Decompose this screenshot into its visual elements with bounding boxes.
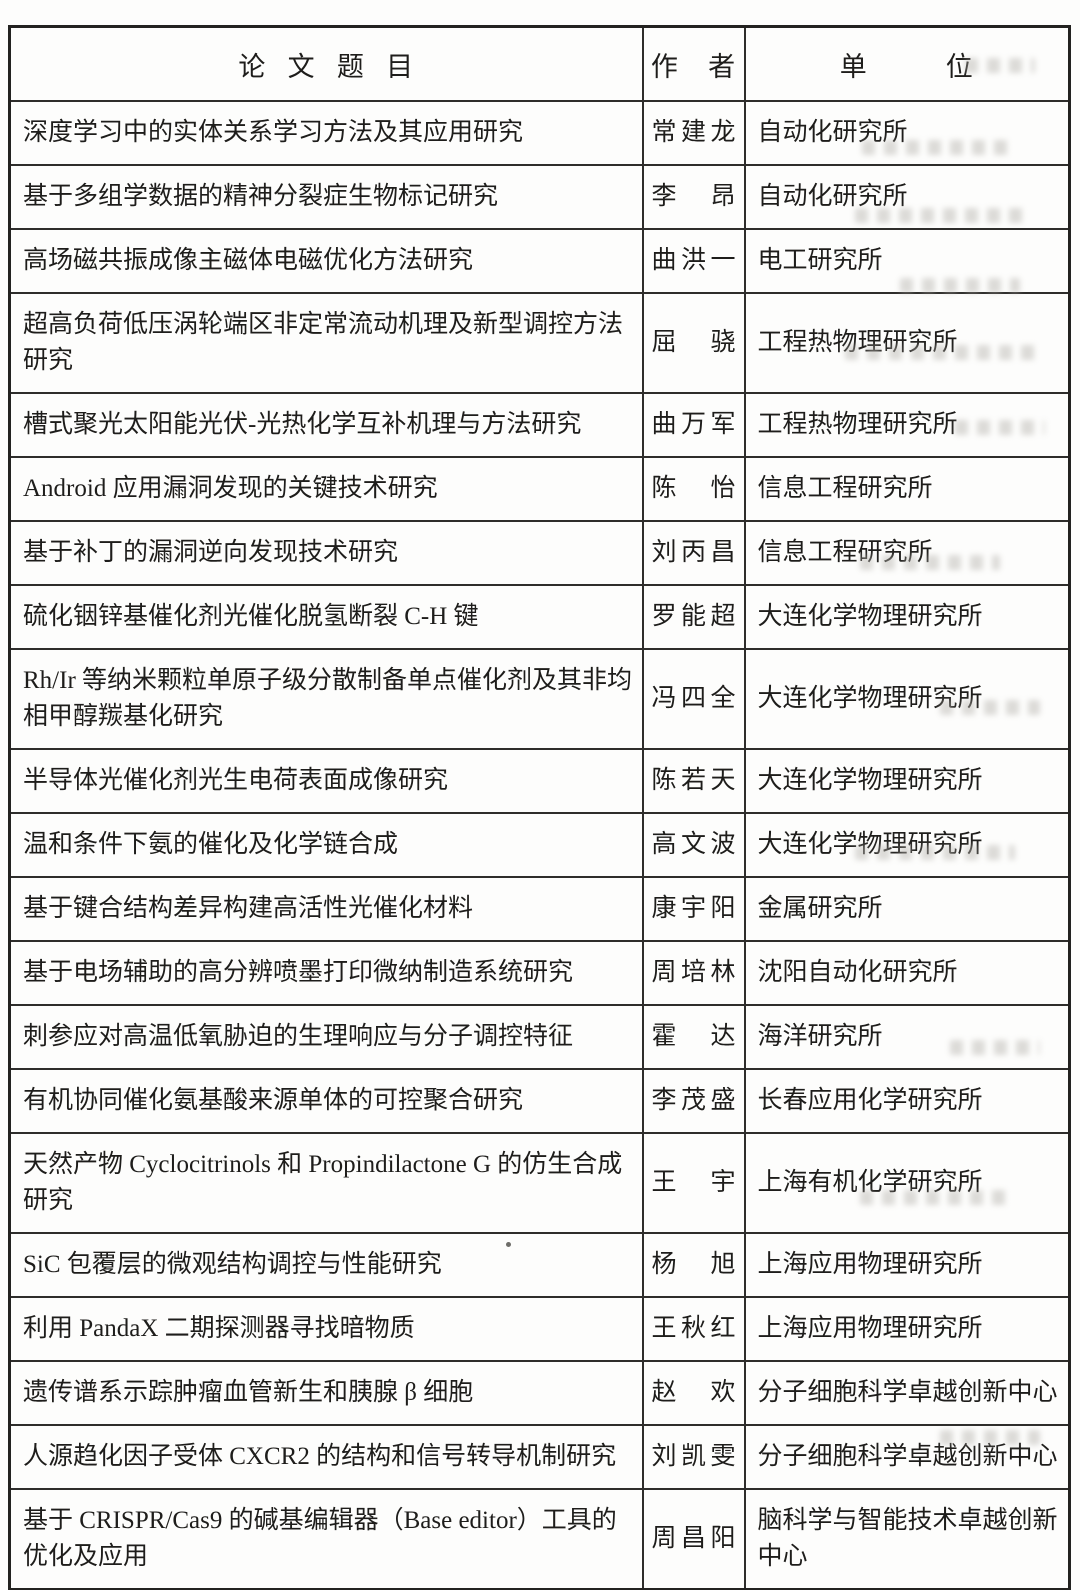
- paper-title-cell: 刺参应对高温低氧胁迫的生理响应与分子调控特征: [8, 1004, 644, 1070]
- author-cell: 曲万军: [641, 392, 746, 458]
- papers-table: 论 文 题 目 作 者 单 位 深度学习中的实体关系学习方法及其应用研究 常建龙自…: [8, 25, 1071, 1590]
- table-row: 刺参应对高温低氧胁迫的生理响应与分子调控特征霍 达海洋研究所: [8, 1004, 1071, 1070]
- paper-title-cell: 超高负荷低压涡轮端区非定常流动机理及新型调控方法研究: [8, 292, 644, 394]
- paper-title-cell: 高场磁共振成像主磁体电磁优化方法研究: [8, 228, 644, 294]
- unit-cell: 沈阳自动化研究所: [743, 940, 1071, 1006]
- table-row: 基于 CRISPR/Cas9 的碱基编辑器（Base editor）工具的优化及…: [8, 1488, 1071, 1590]
- author-cell: 杨 旭: [641, 1232, 746, 1298]
- author-cell: 冯四全: [641, 648, 746, 750]
- unit-cell: 大连化学物理研究所: [743, 648, 1071, 750]
- unit-cell: 信息工程研究所: [743, 520, 1071, 586]
- author-cell: 罗能超: [641, 584, 746, 650]
- unit-cell: 自动化研究所: [743, 100, 1071, 166]
- unit-cell: 脑科学与智能技术卓越创新中心: [743, 1488, 1071, 1590]
- author-cell: 屈 骁: [641, 292, 746, 394]
- unit-cell: 信息工程研究所: [743, 456, 1071, 522]
- paper-title-cell: 人源趋化因子受体 CXCR2 的结构和信号转导机制研究: [8, 1424, 644, 1490]
- table-row: 高场磁共振成像主磁体电磁优化方法研究 曲洪一 电工研究所: [8, 228, 1071, 294]
- author-cell: 李茂盛: [641, 1068, 746, 1134]
- table-row: 基于键合结构差异构建高活性光催化材料 康宇阳 金属研究所: [8, 876, 1071, 942]
- unit-cell: 大连化学物理研究所: [743, 748, 1071, 814]
- table-body: 深度学习中的实体关系学习方法及其应用研究 常建龙 自动化研究所 基于多组学数据的精神分…: [8, 100, 1071, 1590]
- unit-cell: 长春应用化学研究所: [743, 1068, 1071, 1134]
- author-cell: 康宇阳: [641, 876, 746, 942]
- unit-cell: 上海应用物理研究所: [743, 1296, 1071, 1362]
- table-row: 人源趋化因子受体 CXCR2 的结构和信号转导机制研究 刘凯雯 分子细胞科学卓越创新…: [8, 1424, 1071, 1490]
- unit-cell: 分子细胞科学卓越创新中心: [743, 1424, 1071, 1490]
- unit-cell: 工程热物理研究所: [743, 392, 1071, 458]
- unit-cell: 上海应用物理研究所: [743, 1232, 1071, 1298]
- paper-title-cell: SiC 包覆层的微观结构调控与性能研究: [8, 1232, 644, 1298]
- table-row: SiC 包覆层的微观结构调控与性能研究杨 旭上海应用物理研究所: [8, 1232, 1071, 1298]
- author-cell: 霍 达: [641, 1004, 746, 1070]
- paper-title-cell: 基于电场辅助的高分辨喷墨打印微纳制造系统研究: [8, 940, 644, 1006]
- author-cell: 赵 欢: [641, 1360, 746, 1426]
- table-row: 半导体光催化剂光生电荷表面成像研究 陈若天 大连化学物理研究所: [8, 748, 1071, 814]
- table-row: Rh/Ir 等纳米颗粒单原子级分散制备单点催化剂及其非均相甲醇羰基化研究 冯四全大…: [8, 648, 1071, 750]
- table-row: Android 应用漏洞发现的关键技术研究陈 怡信息工程研究所: [8, 456, 1071, 522]
- unit-cell: 电工研究所: [743, 228, 1071, 294]
- table-row: 温和条件下氨的催化及化学链合成 高文波 大连化学物理研究所: [8, 812, 1071, 878]
- paper-title-cell: 半导体光催化剂光生电荷表面成像研究: [8, 748, 644, 814]
- paper-title-cell: 基于键合结构差异构建高活性光催化材料: [8, 876, 644, 942]
- unit-cell: 大连化学物理研究所: [743, 584, 1071, 650]
- author-cell: 周培林: [641, 940, 746, 1006]
- column-header-author: 作 者: [641, 25, 746, 102]
- paper-title-cell: Android 应用漏洞发现的关键技术研究: [8, 456, 644, 522]
- unit-cell: 自动化研究所: [743, 164, 1071, 230]
- table-header-row: 论 文 题 目 作 者 单 位: [8, 25, 1071, 102]
- unit-cell: 分子细胞科学卓越创新中心: [743, 1360, 1071, 1426]
- author-cell: 王 宇: [641, 1132, 746, 1234]
- author-cell: 周昌阳: [641, 1488, 746, 1590]
- paper-title-cell: 深度学习中的实体关系学习方法及其应用研究: [8, 100, 644, 166]
- table-row: 利用 PandaX 二期探测器寻找暗物质 王秋红 上海应用物理研究所: [8, 1296, 1071, 1362]
- paper-title-cell: Rh/Ir 等纳米颗粒单原子级分散制备单点催化剂及其非均相甲醇羰基化研究: [8, 648, 644, 750]
- paper-title-cell: 硫化铟锌基催化剂光催化脱氢断裂 C-H 键: [8, 584, 644, 650]
- paper-title-cell: 槽式聚光太阳能光伏-光热化学互补机理与方法研究: [8, 392, 644, 458]
- table-row: 基于补丁的漏洞逆向发现技术研究 刘丙昌 信息工程研究所: [8, 520, 1071, 586]
- table-row: 硫化铟锌基催化剂光催化脱氢断裂 C-H 键罗能超 大连化学物理研究所: [8, 584, 1071, 650]
- author-cell: 曲洪一: [641, 228, 746, 294]
- author-cell: 陈 怡: [641, 456, 746, 522]
- paper-title-cell: 有机协同催化氨基酸来源单体的可控聚合研究: [8, 1068, 644, 1134]
- table-row: 深度学习中的实体关系学习方法及其应用研究 常建龙 自动化研究所: [8, 100, 1071, 166]
- paper-title-cell: 遗传谱系示踪肿瘤血管新生和胰腺 β 细胞: [8, 1360, 644, 1426]
- unit-cell: 工程热物理研究所: [743, 292, 1071, 394]
- paper-title-cell: 天然产物 Cyclocitrinols 和 Propindilactone G …: [8, 1132, 644, 1234]
- paper-title-cell: 基于 CRISPR/Cas9 的碱基编辑器（Base editor）工具的优化及…: [8, 1488, 644, 1590]
- paper-title-cell: 基于多组学数据的精神分裂症生物标记研究: [8, 164, 644, 230]
- unit-cell: 大连化学物理研究所: [743, 812, 1071, 878]
- author-cell: 刘凯雯: [641, 1424, 746, 1490]
- table-row: 槽式聚光太阳能光伏-光热化学互补机理与方法研究 曲万军 工程热物理研究所: [8, 392, 1071, 458]
- table-row: 遗传谱系示踪肿瘤血管新生和胰腺 β 细胞赵 欢分子细胞科学卓越创新中心: [8, 1360, 1071, 1426]
- unit-cell: 金属研究所: [743, 876, 1071, 942]
- unit-cell: 上海有机化学研究所: [743, 1132, 1071, 1234]
- author-cell: 常建龙: [641, 100, 746, 166]
- unit-cell: 海洋研究所: [743, 1004, 1071, 1070]
- author-cell: 王秋红: [641, 1296, 746, 1362]
- author-cell: 高文波: [641, 812, 746, 878]
- paper-title-cell: 温和条件下氨的催化及化学链合成: [8, 812, 644, 878]
- author-cell: 李 昂: [641, 164, 746, 230]
- paper-title-cell: 基于补丁的漏洞逆向发现技术研究: [8, 520, 644, 586]
- author-cell: 陈若天: [641, 748, 746, 814]
- paper-title-cell: 利用 PandaX 二期探测器寻找暗物质: [8, 1296, 644, 1362]
- table-row: 基于电场辅助的高分辨喷墨打印微纳制造系统研究 周培林 沈阳自动化研究所: [8, 940, 1071, 1006]
- author-cell: 刘丙昌: [641, 520, 746, 586]
- table-row: 基于多组学数据的精神分裂症生物标记研究李 昂自动化研究所: [8, 164, 1071, 230]
- table-row: 天然产物 Cyclocitrinols 和 Propindilactone G …: [8, 1132, 1071, 1234]
- column-header-paper-title: 论 文 题 目: [8, 25, 644, 102]
- scan-speck: [506, 1242, 511, 1247]
- table-row: 超高负荷低压涡轮端区非定常流动机理及新型调控方法研究屈 骁工程热物理研究所: [8, 292, 1071, 394]
- table-row: 有机协同催化氨基酸来源单体的可控聚合研究 李茂盛 长春应用化学研究所: [8, 1068, 1071, 1134]
- column-header-unit: 单 位: [743, 25, 1071, 102]
